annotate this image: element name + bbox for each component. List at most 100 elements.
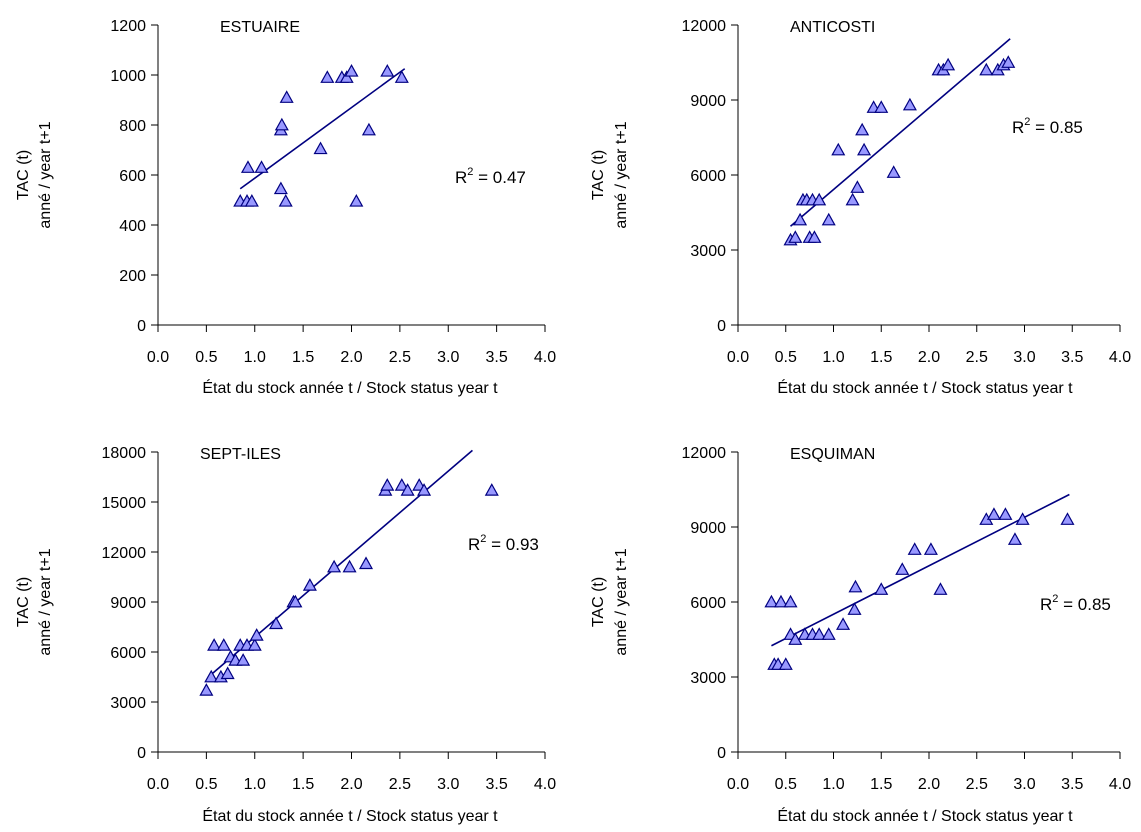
y-axis-title: TAC (t) <box>15 577 32 627</box>
y-tick-label: 9000 <box>110 595 146 612</box>
y-tick-labels: 0 3000 6000 9000 12000 <box>682 18 738 335</box>
data-points <box>233 64 409 207</box>
data-point <box>933 582 948 595</box>
data-point <box>812 627 827 640</box>
data-point <box>400 483 415 496</box>
x-tick-label: 2.5 <box>966 776 988 793</box>
x-tick-labels: 0.0 0.5 1.0 1.5 2.0 2.5 3.0 3.5 4.0 <box>727 325 1131 366</box>
data-point <box>986 507 1001 520</box>
data-point <box>361 122 376 136</box>
data-point <box>204 669 219 683</box>
data-point <box>831 142 846 156</box>
x-tick-labels: 0.0 0.5 1.0 1.5 2.0 2.5 3.0 3.5 4.0 <box>727 752 1131 793</box>
x-tick-label: 1.5 <box>870 349 892 366</box>
x-tick-label: 2.5 <box>389 776 411 793</box>
data-point <box>788 230 803 243</box>
data-point <box>313 141 328 155</box>
x-tick-label: 3.5 <box>486 349 508 366</box>
data-point <box>247 638 262 651</box>
data-point <box>273 181 288 195</box>
x-axis-title: État du stock année t / Stock status yea… <box>202 806 498 825</box>
panel-title: ANTICOSTI <box>790 19 875 36</box>
data-point <box>339 70 354 83</box>
data-point <box>278 194 293 207</box>
panel-title: ESTUAIRE <box>220 19 300 36</box>
y-tick-label: 3000 <box>110 695 146 712</box>
x-tick-label: 1.5 <box>292 776 314 793</box>
y-axis-title: TAC (t) <box>15 150 32 200</box>
x-tick-label: 4.0 <box>1109 349 1131 366</box>
y-tick-label: 9000 <box>690 520 726 537</box>
data-point <box>269 616 284 630</box>
data-point <box>821 627 836 640</box>
data-point <box>1015 512 1030 525</box>
data-point <box>302 578 317 591</box>
data-point <box>793 212 808 226</box>
data-point <box>907 542 922 555</box>
y-tick-label: 600 <box>119 168 146 185</box>
data-point <box>902 97 917 111</box>
data-point <box>764 594 779 608</box>
data-point <box>207 638 222 651</box>
trendline <box>239 68 406 190</box>
r-squared-label: R2 = 0.85 <box>1040 593 1111 614</box>
data-point <box>249 628 264 641</box>
data-point <box>484 483 499 496</box>
data-point <box>821 212 836 226</box>
data-point <box>788 632 803 645</box>
x-tick-label: 2.0 <box>918 349 940 366</box>
y-tick-label: 6000 <box>690 595 726 612</box>
x-axis-title: État du stock année t / Stock status yea… <box>777 806 1073 825</box>
r-squared-label: R2 = 0.93 <box>468 533 539 554</box>
x-axis-title: État du stock année t / Stock status yea… <box>202 378 498 397</box>
y-tick-label: 0 <box>137 318 146 335</box>
x-tick-label: 3.5 <box>1061 349 1083 366</box>
data-point <box>857 142 872 156</box>
x-tick-label: 4.0 <box>534 776 556 793</box>
y-tick-label: 15000 <box>102 495 147 512</box>
y-axis-subtitle: anné / year t+1 <box>37 548 54 655</box>
y-tick-label: 1200 <box>110 18 146 35</box>
y-tick-label: 12000 <box>102 545 147 562</box>
data-point <box>288 594 303 608</box>
y-tick-label: 400 <box>119 218 146 235</box>
x-tick-label: 3.0 <box>1013 776 1035 793</box>
panel-anticosti: ANTICOSTI 0 3000 6000 9000 12000 0.0 0.5 1.0 1.… <box>590 18 1131 397</box>
data-point <box>380 64 395 77</box>
x-tick-label: 0.0 <box>147 776 169 793</box>
x-tick-label: 4.0 <box>534 349 556 366</box>
x-tick-label: 3.0 <box>437 349 459 366</box>
data-point <box>358 556 374 570</box>
data-point <box>417 483 432 496</box>
y-tick-label: 200 <box>119 268 146 285</box>
x-tick-label: 3.5 <box>486 776 508 793</box>
r-squared-label: R2 = 0.85 <box>1012 116 1083 137</box>
data-point <box>998 507 1013 520</box>
data-point <box>836 617 851 630</box>
data-point <box>923 542 938 555</box>
data-point <box>783 594 798 608</box>
y-axis-subtitle: anné / year t+1 <box>613 548 630 655</box>
data-point <box>342 559 357 573</box>
data-point <box>895 562 910 575</box>
data-point <box>327 559 342 573</box>
y-tick-label: 9000 <box>690 93 726 110</box>
data-point <box>773 594 788 608</box>
x-tick-label: 0.5 <box>195 349 217 366</box>
x-tick-labels: 0.0 0.5 1.0 1.5 2.0 2.5 3.0 3.5 4.0 <box>147 752 556 793</box>
y-axis-subtitle: anné / year t+1 <box>613 121 630 228</box>
y-axis-title: TAC (t) <box>590 150 607 200</box>
data-point <box>344 64 359 77</box>
y-axis-title: TAC (t) <box>590 577 607 627</box>
data-point <box>244 194 259 207</box>
x-tick-label: 2.5 <box>389 349 411 366</box>
data-point <box>279 90 294 103</box>
x-tick-labels: 0.0 0.5 1.0 1.5 2.0 2.5 3.0 3.5 4.0 <box>147 325 556 366</box>
panel-sept-iles: SEPT-ILES 0 3000 6000 9000 12000 15000 18000 0… <box>15 445 556 825</box>
y-axis-subtitle: anné / year t+1 <box>37 121 54 228</box>
y-tick-labels: 0 200 400 600 800 1000 1200 <box>110 18 158 335</box>
x-tick-label: 0.0 <box>147 349 169 366</box>
data-point <box>240 160 255 173</box>
x-tick-label: 4.0 <box>1109 776 1131 793</box>
data-points <box>764 507 1075 670</box>
